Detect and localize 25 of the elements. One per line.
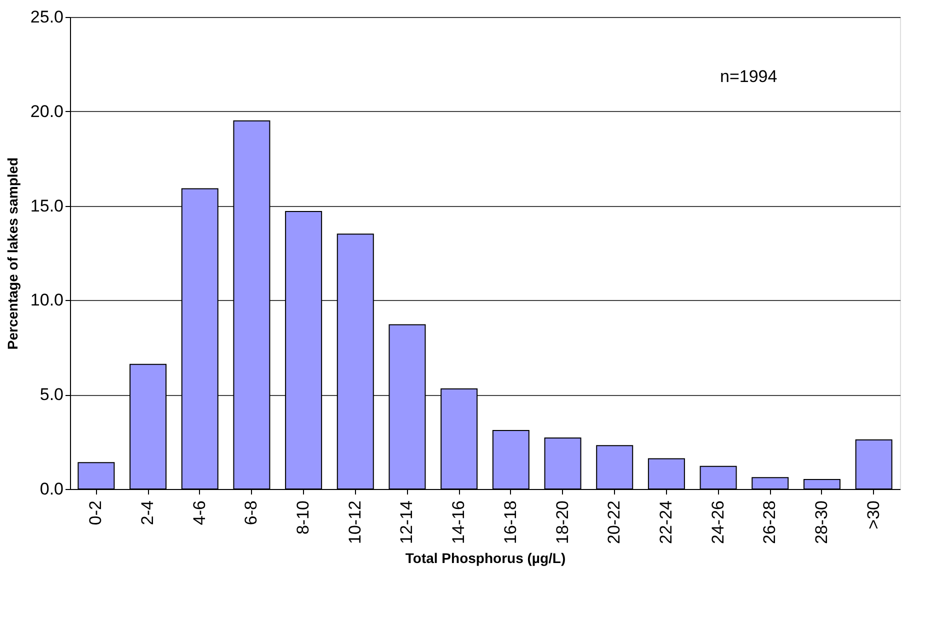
x-tick-label: 8-10 <box>294 500 313 535</box>
y-tick-label: 20.0 <box>30 102 64 121</box>
x-tick-label: 2-4 <box>138 500 158 526</box>
x-tick-label: 20-22 <box>604 500 624 544</box>
x-tick-label: 26-28 <box>760 500 780 544</box>
x-tick-label: 10-12 <box>345 500 364 544</box>
y-axis-title: Percentage of lakes sampled <box>4 157 20 350</box>
x-tick-label: 22-24 <box>656 500 676 544</box>
y-tick-label: 25.0 <box>30 8 64 26</box>
x-tick-label: 14-16 <box>449 500 468 544</box>
x-tick-label: 12-14 <box>397 500 416 544</box>
y-tick-label: 15.0 <box>30 196 64 216</box>
x-tick-label: 16-18 <box>500 500 520 544</box>
x-tick-label: 4-6 <box>190 500 209 526</box>
x-tick-label: 6-8 <box>242 500 261 526</box>
x-axis-title: Total Phosphorus (µg/L) <box>405 550 566 566</box>
x-tick-label: 28-30 <box>812 500 831 544</box>
x-tick-label: >30 <box>864 500 883 530</box>
x-tick-label: 0-2 <box>86 500 106 526</box>
y-tick-label: 10.0 <box>30 290 64 310</box>
y-tick-label: 0.0 <box>40 480 64 498</box>
y-tick-label: 5.0 <box>40 385 64 404</box>
x-tick-label: 18-20 <box>552 500 572 544</box>
x-tick-label: 24-26 <box>708 500 728 544</box>
annotation: n=1994 <box>720 67 778 86</box>
